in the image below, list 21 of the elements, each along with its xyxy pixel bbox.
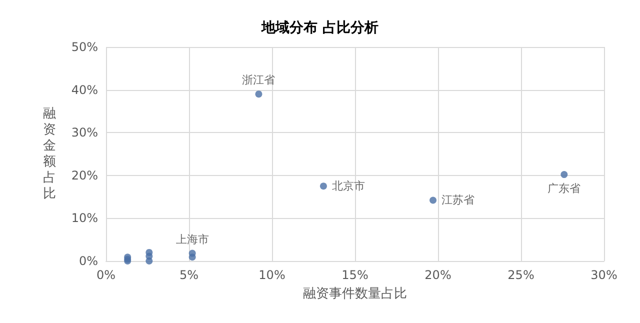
- x-tick-label: 25%: [508, 268, 534, 282]
- x-tick-label: 20%: [424, 268, 452, 282]
- x-tick-label: 5%: [179, 268, 199, 282]
- y-tick-label: 30%: [71, 126, 98, 140]
- y-axis-title: 融资金额占比: [43, 106, 56, 202]
- x-tick-label: 0%: [96, 268, 116, 282]
- annotation: 浙江省: [242, 74, 276, 87]
- x-tick-label: 10%: [258, 268, 286, 282]
- y-tick-label: 10%: [71, 211, 98, 226]
- x-tick-label: 15%: [342, 268, 368, 282]
- x-axis-title: 融资事件数量占比: [303, 286, 407, 302]
- x-tick-label: 30%: [590, 268, 618, 282]
- annotation: 北京市: [332, 180, 365, 193]
- annotation: 广东省: [548, 182, 581, 196]
- y-tick-label: 0%: [78, 254, 98, 268]
- y-tick-label: 50%: [71, 40, 98, 54]
- annotation: 江苏省: [442, 194, 475, 207]
- y-tick-label: 20%: [71, 168, 98, 182]
- chart-title: 地域分布 占比分析: [260, 20, 378, 36]
- annotation: 上海市: [176, 232, 209, 246]
- y-tick-label: 40%: [71, 82, 98, 97]
